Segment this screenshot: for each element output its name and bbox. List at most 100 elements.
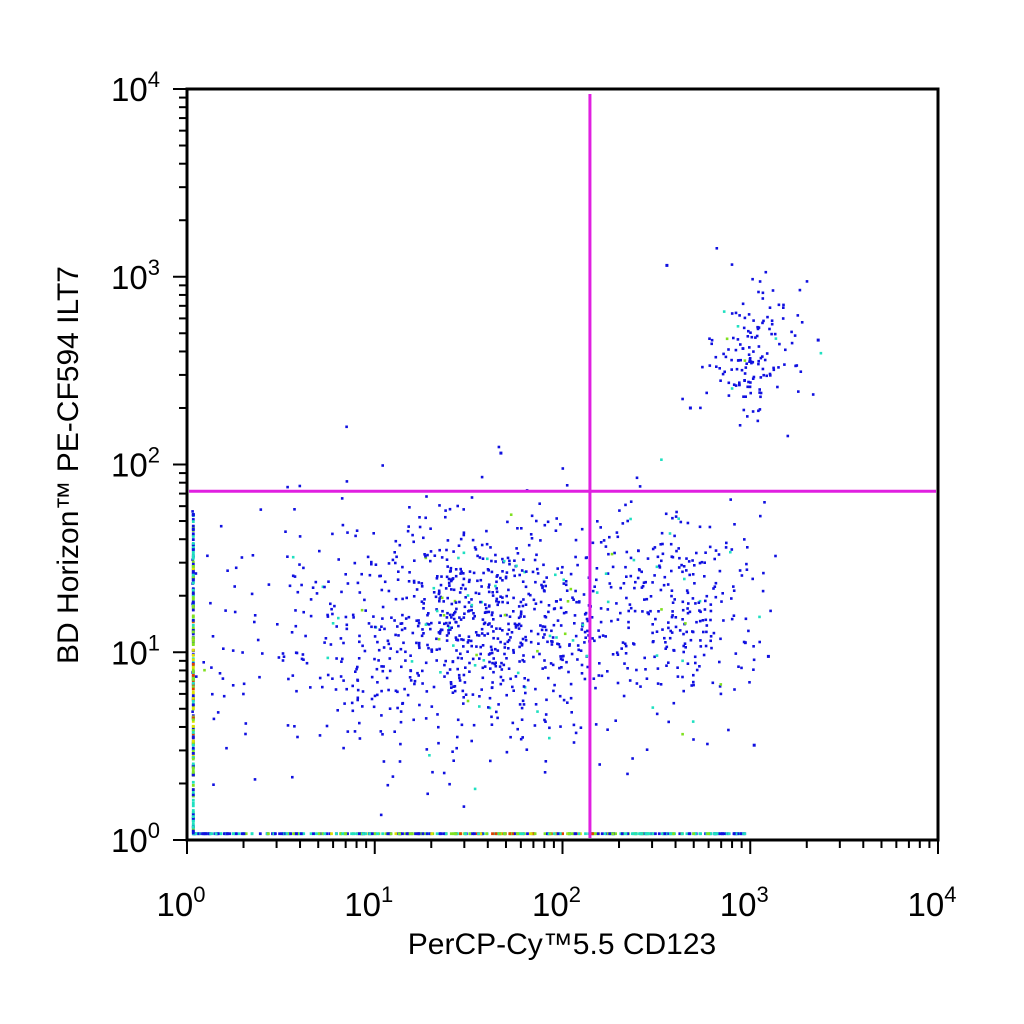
data-point <box>784 348 787 352</box>
data-point <box>448 782 451 786</box>
data-point <box>460 723 464 727</box>
data-point <box>576 563 579 567</box>
data-point <box>452 759 455 762</box>
data-point <box>691 597 695 600</box>
edge-event <box>191 750 195 753</box>
data-point <box>661 552 665 556</box>
edge-event <box>410 832 414 836</box>
data-point <box>597 674 601 677</box>
data-point <box>462 805 466 808</box>
edge-event <box>596 832 600 836</box>
data-point <box>401 702 404 705</box>
data-point <box>742 326 746 330</box>
data-point <box>701 365 704 369</box>
data-point <box>734 384 738 387</box>
edge-event <box>556 832 560 836</box>
data-point <box>602 539 606 542</box>
data-point <box>529 533 533 536</box>
data-point <box>740 368 744 372</box>
edge-event <box>196 832 200 836</box>
data-point <box>498 665 502 668</box>
data-point <box>614 719 617 722</box>
data-point <box>496 716 499 720</box>
edge-event <box>376 832 380 836</box>
data-point <box>415 588 419 591</box>
edge-event <box>334 832 338 836</box>
data-point <box>286 485 289 489</box>
data-point <box>445 575 449 579</box>
edge-event <box>231 832 235 836</box>
data-point <box>472 612 475 615</box>
data-point <box>674 625 678 629</box>
data-point <box>495 597 499 601</box>
data-point <box>672 649 676 652</box>
data-point <box>739 343 742 346</box>
data-point <box>651 623 654 626</box>
data-point <box>462 531 466 534</box>
data-point <box>693 582 696 585</box>
edge-event <box>548 832 552 836</box>
data-point <box>360 572 363 576</box>
data-point <box>671 610 674 613</box>
data-point <box>624 503 627 507</box>
data-point <box>483 665 487 668</box>
data-point <box>631 757 634 760</box>
data-point <box>565 589 569 592</box>
data-point <box>718 569 722 573</box>
edge-event <box>494 832 498 836</box>
edge-event <box>191 554 195 558</box>
data-point <box>356 698 359 702</box>
data-point <box>570 711 573 714</box>
data-point <box>501 679 505 682</box>
data-point <box>520 569 524 572</box>
data-point <box>569 587 573 591</box>
data-point <box>762 319 765 323</box>
data-point <box>446 671 449 675</box>
data-point <box>443 622 446 626</box>
data-point <box>304 634 307 638</box>
data-point <box>761 367 765 371</box>
edge-event <box>430 832 434 836</box>
data-point <box>372 532 375 535</box>
data-point <box>527 592 530 596</box>
data-point <box>490 648 494 652</box>
data-point <box>759 376 763 379</box>
data-point <box>296 735 299 739</box>
data-point <box>688 573 691 577</box>
data-point <box>484 603 487 606</box>
data-point <box>479 645 482 649</box>
data-point <box>417 621 421 625</box>
data-point <box>756 419 760 423</box>
data-point <box>401 613 404 617</box>
data-point <box>501 557 504 561</box>
data-point <box>546 640 549 644</box>
edge-event <box>464 832 467 836</box>
data-point <box>718 367 721 370</box>
data-point <box>218 672 222 675</box>
data-point <box>518 660 521 663</box>
y-tick-label: 100 <box>111 818 160 859</box>
data-point <box>425 748 429 751</box>
data-point <box>678 556 681 560</box>
data-point <box>682 644 685 648</box>
data-point <box>449 578 453 582</box>
data-point <box>284 530 287 533</box>
data-point <box>508 615 512 618</box>
data-point <box>222 694 226 698</box>
data-point <box>431 770 434 774</box>
edge-event <box>191 636 195 640</box>
edge-event <box>191 520 195 523</box>
data-point <box>331 612 334 616</box>
data-point <box>467 609 471 612</box>
data-point <box>751 360 755 364</box>
data-point <box>543 771 547 774</box>
data-point <box>730 312 734 315</box>
data-point <box>644 668 647 671</box>
data-point <box>314 580 318 584</box>
edge-event <box>442 832 445 836</box>
data-point <box>746 385 749 389</box>
data-point <box>499 640 502 644</box>
data-point <box>615 602 618 605</box>
data-point <box>754 336 757 339</box>
edge-event <box>323 832 327 836</box>
